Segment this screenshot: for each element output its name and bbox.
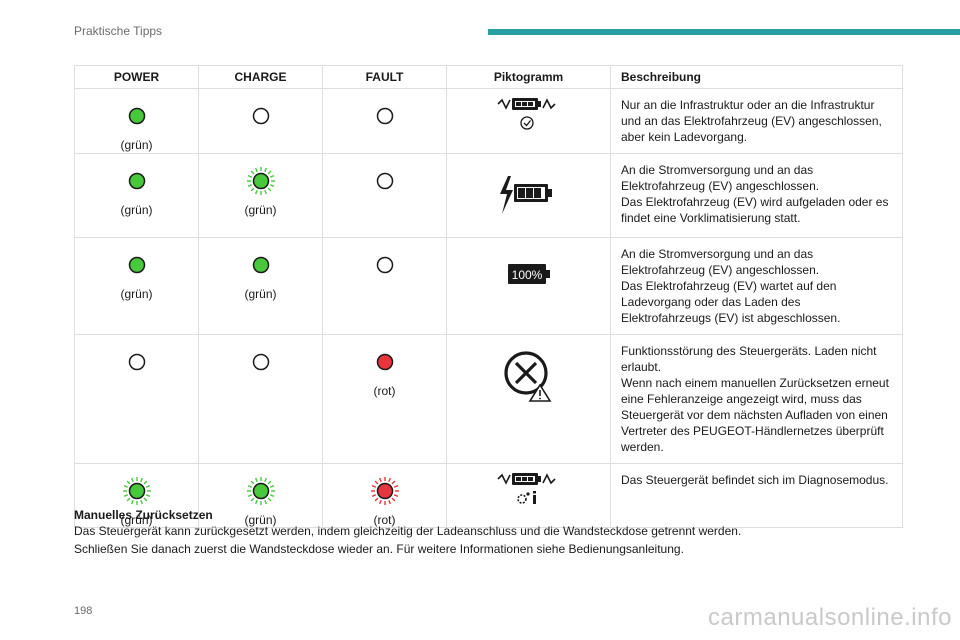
led-indicator [370,250,400,280]
led-indicator [246,101,276,131]
column-header-pictogram: Piktogramm [446,65,611,89]
pictogram-cell [446,88,611,154]
description-text: Nur an die Infrastruktur oder an die Inf… [621,98,882,144]
plug-battery-check-icon [496,98,556,130]
power-cell: (grün) [74,153,199,238]
battery-percent-text: 100% [511,268,542,282]
led-indicator [370,347,400,377]
led-indicator [370,166,400,196]
fault-cell [322,153,447,238]
reset-paragraph-1: Das Steuergerät kann zurückgesetzt werde… [74,524,742,538]
fault-cell: (rot) [322,334,447,464]
led-indicator [370,476,400,506]
row-description: An die Stromversorgung und an das Elektr… [610,237,903,335]
led-indicator [122,347,152,377]
description-text: Das Steuergerät befindet sich im Diagnos… [621,473,889,487]
power-cell: (grün) [74,463,199,528]
led-label: (rot) [373,513,396,527]
led-label: (grün) [120,513,153,527]
table-row: (grün) (grün) 100% An die Stromversorgun… [74,237,903,335]
led-label: (grün) [244,287,277,301]
column-header-description: Beschreibung [610,65,903,89]
led-indicator [122,101,152,131]
table-row: (grün) (grün) (rot) [74,463,903,528]
header-accent-bar [488,29,960,35]
reset-paragraph-2: Schließen Sie danach zuerst die Wandstec… [74,542,684,556]
description-text: An die Stromversorgung und an das Elektr… [621,163,889,225]
reset-section-title: Manuelles Zurücksetzen [74,508,213,522]
charge-cell: (grün) [198,463,323,528]
led-indicator [246,476,276,506]
led-label: (grün) [120,138,153,152]
led-label: (grün) [120,203,153,217]
watermark: carmanualsonline.info [708,604,952,631]
power-cell: (grün) [74,88,199,154]
led-indicator [122,250,152,280]
led-label: (grün) [120,287,153,301]
column-header-power: POWER [74,65,199,89]
fault-warning-icon [503,351,551,402]
pictogram-cell: 100% [446,237,611,335]
page-number: 198 [74,605,93,617]
plug-battery-diagnostic-icon [496,473,556,504]
pictogram-cell [446,463,611,528]
power-cell: (grün) [74,237,199,335]
power-cell [74,334,199,464]
column-header-fault: FAULT [322,65,447,89]
battery-charging-icon [499,176,552,214]
charge-cell [198,334,323,464]
led-indicator [370,101,400,131]
fault-cell [322,88,447,154]
charge-cell: (grün) [198,237,323,335]
row-description: An die Stromversorgung und an das Elektr… [610,153,903,238]
row-description: Nur an die Infrastruktur oder an die Inf… [610,88,903,154]
led-label: (grün) [244,513,277,527]
fault-cell: (rot) [322,463,447,528]
charge-cell [198,88,323,154]
led-indicator [122,476,152,506]
fault-cell [322,237,447,335]
column-header-charge: CHARGE [198,65,323,89]
led-indicator [246,166,276,196]
table-row: (rot) Funktionsstörung des Steuergeräts.… [74,334,903,464]
led-status-table: POWER CHARGE FAULT Piktogramm Beschreibu… [74,65,903,528]
row-description: Funktionsstörung des Steuergeräts. Laden… [610,334,903,464]
description-text: Funktionsstörung des Steuergeräts. Laden… [621,344,889,454]
table-row: (grün) (grün) [74,153,903,238]
led-label: (grün) [244,203,277,217]
description-text: An die Stromversorgung und an das Elektr… [621,247,841,325]
table-row: (grün) [74,88,903,154]
pictogram-cell [446,334,611,464]
led-indicator [246,347,276,377]
pictogram-cell [446,153,611,238]
section-header: Praktische Tipps [74,24,163,38]
charge-cell: (grün) [198,153,323,238]
table-header-row: POWER CHARGE FAULT Piktogramm Beschreibu… [74,65,903,89]
led-indicator [122,166,152,196]
row-description: Das Steuergerät befindet sich im Diagnos… [610,463,903,528]
battery-full-icon: 100% [507,264,550,284]
led-indicator [246,250,276,280]
led-label: (rot) [373,384,396,398]
